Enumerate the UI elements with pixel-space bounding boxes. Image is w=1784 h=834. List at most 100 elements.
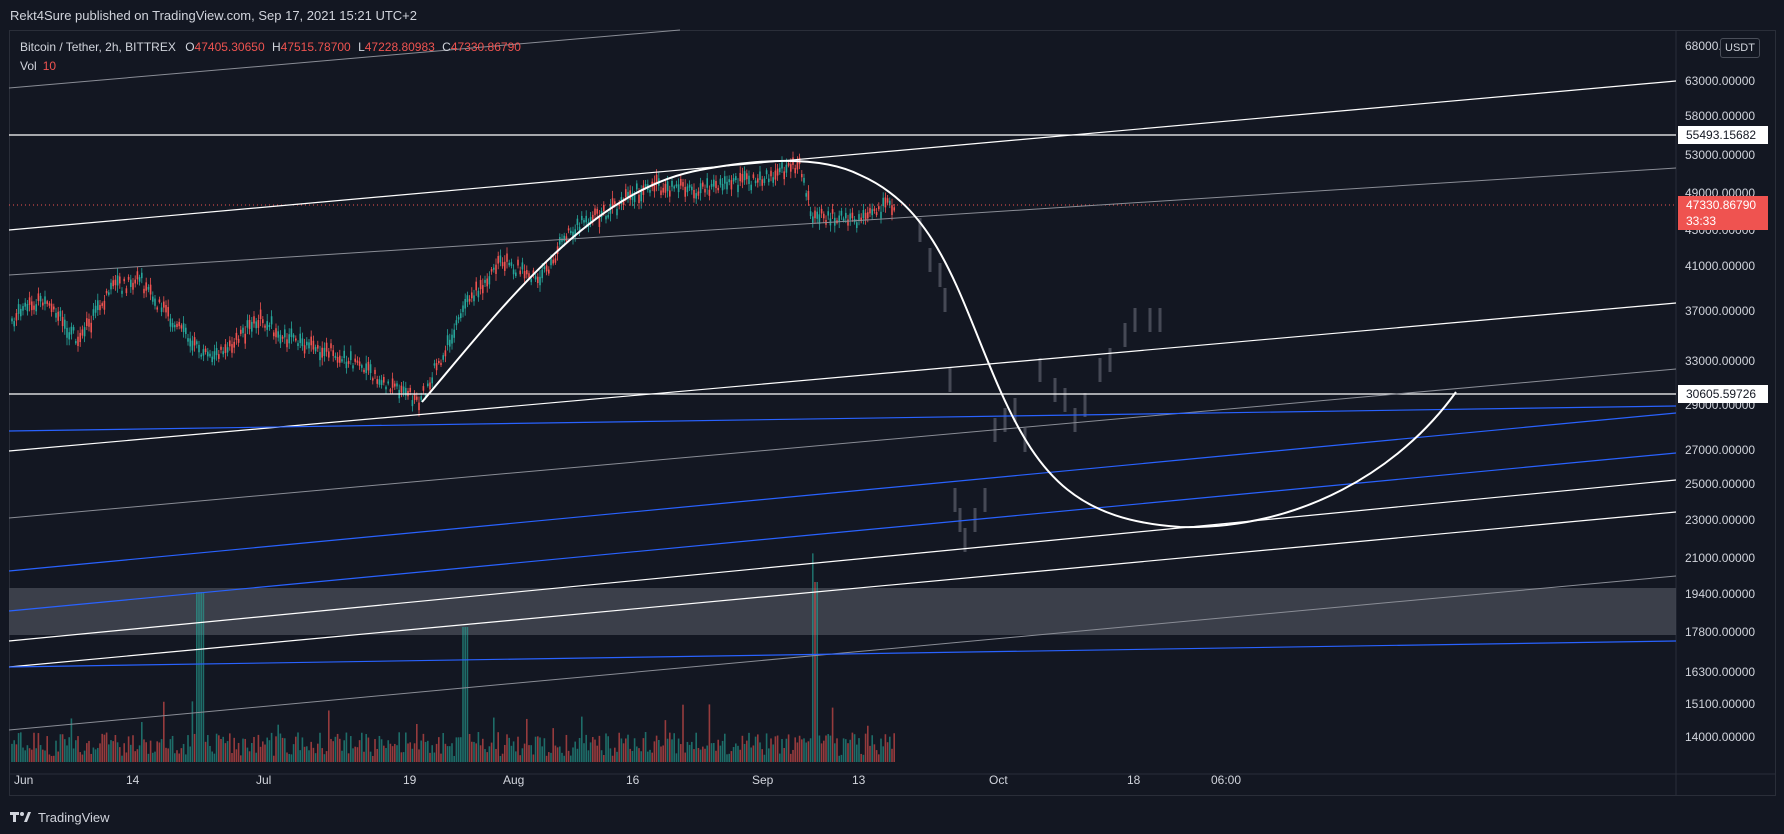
volume-bar: [783, 747, 785, 762]
candle-body: [94, 305, 97, 313]
volume-bar: [70, 718, 73, 762]
candle-body: [110, 282, 112, 290]
volume-bar: [812, 553, 814, 762]
volume-bar: [466, 627, 469, 762]
candle-body: [801, 173, 803, 178]
volume-legend: Vol 10: [20, 59, 56, 73]
candle-body: [187, 338, 189, 342]
candle-body: [457, 317, 460, 320]
candle-body: [761, 179, 763, 186]
volume-bar: [123, 743, 125, 762]
volume-bar: [847, 743, 849, 762]
high-value: 47515.78700: [280, 40, 351, 54]
volume-bar: [460, 737, 462, 762]
price-tick-label: 14000.00000: [1685, 730, 1756, 744]
volume-bar: [585, 734, 587, 762]
volume-bar: [163, 701, 165, 762]
candle-body: [72, 327, 75, 331]
volume-bar: [699, 749, 702, 762]
volume-bar: [534, 736, 537, 762]
volume-bar: [620, 738, 623, 762]
volume-bar: [431, 745, 433, 762]
candle-body: [88, 318, 90, 327]
candle-body: [860, 217, 862, 222]
volume-bar: [427, 740, 429, 762]
price-tick-label: 23000.00000: [1685, 513, 1756, 527]
volume-bar: [825, 735, 827, 762]
volume-bar: [110, 740, 112, 762]
candle-body: [675, 184, 678, 187]
volume-bar: [94, 749, 97, 762]
candle-body: [717, 187, 719, 191]
candle-body: [376, 379, 378, 384]
volume-bar: [446, 746, 449, 762]
candle-body: [875, 212, 878, 216]
candle-body: [429, 382, 431, 390]
volume-bar: [785, 738, 788, 762]
volume-bar: [554, 745, 557, 762]
candle-body: [374, 369, 376, 375]
volume-bar: [636, 746, 638, 762]
volume-bar: [218, 735, 220, 762]
volume-bar: [444, 743, 447, 762]
volume-bar: [187, 735, 189, 762]
candle-body: [317, 345, 319, 349]
volume-bar: [471, 741, 473, 762]
volume-bar: [396, 745, 398, 762]
volume-bar: [411, 748, 414, 762]
volume-bar: [202, 592, 205, 762]
volume-bar: [748, 732, 750, 762]
volume-bar: [506, 734, 508, 762]
volume-bar: [493, 717, 495, 762]
volume-bar: [757, 734, 759, 762]
volume-bar: [475, 743, 477, 762]
ghost-candle: [1053, 378, 1057, 402]
volume-bar: [796, 742, 799, 762]
volume-bar: [563, 755, 565, 762]
blue-trendline-4: [8, 640, 1677, 668]
volume-bar: [682, 704, 684, 762]
volume-bar: [39, 745, 42, 762]
price-tick-label: 58000.00000: [1685, 109, 1756, 123]
candle-body: [422, 386, 425, 391]
volume-bar: [578, 737, 581, 762]
footer-brand: TradingView: [38, 809, 110, 825]
volume-bar: [416, 723, 418, 762]
candle-body: [136, 271, 139, 280]
volume-bar: [464, 627, 466, 762]
candle-body: [314, 347, 317, 352]
volume-bar: [317, 743, 319, 762]
candle-body: [435, 363, 438, 371]
volume-bar: [385, 748, 387, 762]
volume-bar: [33, 732, 35, 762]
candle-body: [754, 180, 757, 184]
support-zone-rectangle[interactable]: [9, 588, 1676, 635]
volume-bar: [61, 734, 64, 762]
candle-body: [807, 191, 810, 200]
candle-body: [345, 361, 348, 369]
candle-body: [68, 332, 70, 340]
ghost-candle: [1158, 308, 1162, 332]
candle-body: [776, 168, 779, 176]
volume-bar: [178, 753, 180, 762]
candle-body: [15, 313, 18, 321]
volume-bar: [675, 753, 678, 762]
volume-bar: [567, 750, 570, 762]
candle-body: [125, 288, 128, 294]
candle-body: [816, 211, 818, 219]
price-tick-label: 17800.00000: [1685, 625, 1756, 639]
currency-button[interactable]: USDT: [1720, 38, 1760, 58]
price-tick-label: 15100.00000: [1685, 697, 1756, 711]
volume-bar: [211, 751, 213, 762]
volume-bar: [691, 741, 693, 762]
volume-bar: [418, 749, 420, 762]
candle-body: [543, 266, 546, 269]
volume-bar: [761, 749, 763, 762]
volume-bar: [609, 748, 612, 762]
bar-countdown: 33:33: [1686, 214, 1717, 228]
volume-bar: [669, 732, 671, 762]
candle-body: [416, 396, 418, 400]
candle-body: [400, 385, 403, 393]
candle-body: [180, 325, 183, 329]
